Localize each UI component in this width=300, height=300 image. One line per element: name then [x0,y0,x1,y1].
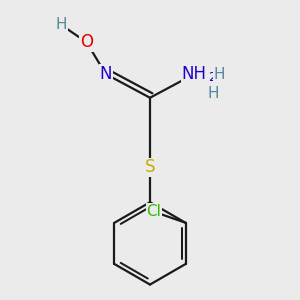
Text: NH: NH [182,65,207,83]
Text: N: N [99,65,112,83]
Text: H: H [56,17,67,32]
Text: H: H [208,85,219,100]
Text: O: O [80,33,93,51]
Text: S: S [145,158,155,176]
Text: Cl: Cl [146,204,161,219]
Text: 2: 2 [208,71,216,84]
Text: H: H [214,67,225,82]
